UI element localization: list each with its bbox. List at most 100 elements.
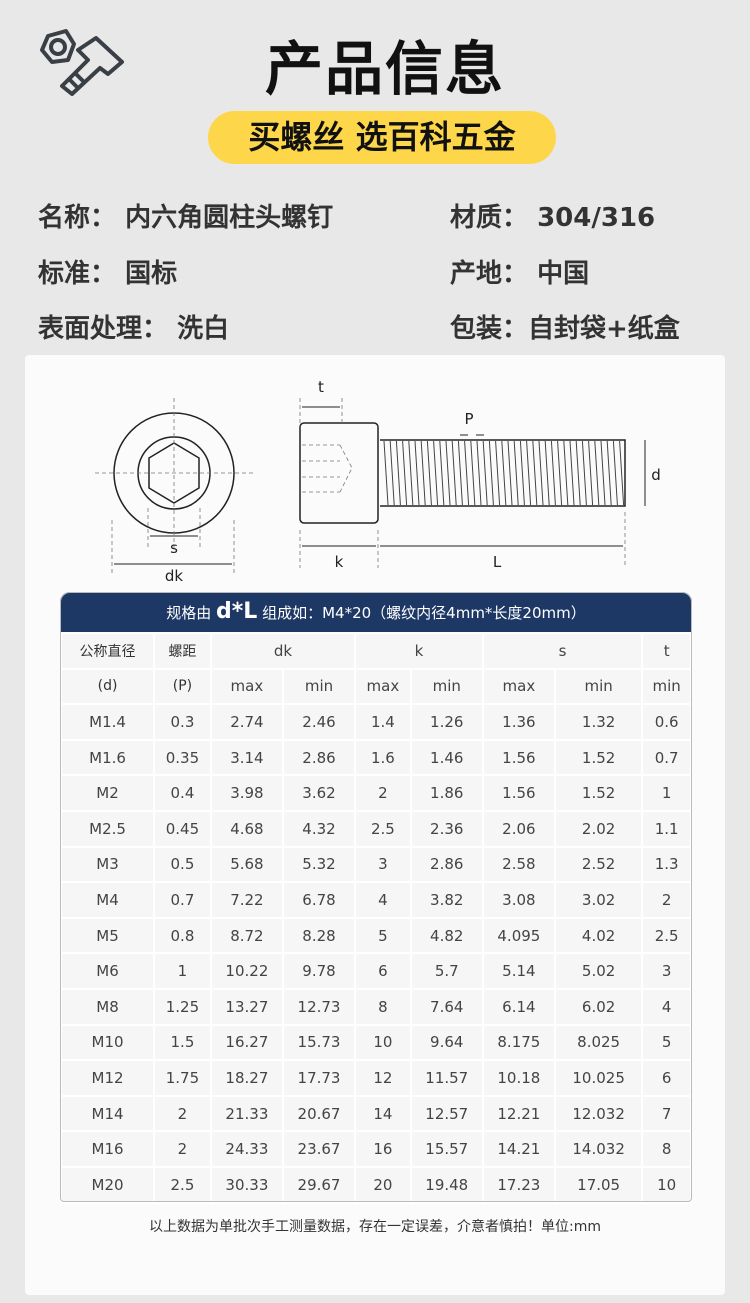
table-cell: 5.14 (481, 952, 556, 990)
subheader-max: max (209, 667, 284, 706)
table-cell: 8.175 (481, 1023, 556, 1062)
table-cell: 0.4 (153, 774, 212, 812)
table-cell: 10.025 (553, 1059, 644, 1097)
info-surface: 表面处理： 洗白 (38, 314, 230, 344)
table-cell: 1.32 (553, 703, 644, 741)
table-cell: 2 (641, 881, 692, 919)
table-cell: 12.032 (553, 1094, 644, 1133)
table-cell: 2.06 (481, 809, 556, 848)
header-nominal-diameter: 公称直径 (59, 632, 156, 670)
table-cell: 21.33 (209, 1094, 284, 1133)
table-cell: M1.4 (59, 703, 156, 741)
table-cell: 23.67 (281, 1130, 357, 1168)
table-cell: 2.58 (481, 845, 556, 884)
table-row: M10 1.5 16.27 15.73 10 9.64 8.175 8.025 5 (59, 1023, 692, 1062)
table-row: M2 0.4 3.98 3.62 2 1.86 1.56 1.52 1 (59, 774, 692, 812)
table-cell: 1.6 (354, 738, 412, 777)
table-cell: 8.72 (209, 916, 284, 955)
table-cell: 5.32 (281, 845, 357, 884)
table-cell: 15.73 (281, 1023, 357, 1062)
header-t: t (641, 632, 692, 670)
table-cell: 12.21 (481, 1094, 556, 1133)
table-cell: 12.57 (409, 1094, 484, 1133)
table-cell: 9.64 (409, 1023, 484, 1062)
table-cell: 24.33 (209, 1130, 284, 1168)
table-cell: 4.095 (481, 916, 556, 955)
label-k: k (335, 553, 344, 571)
table-cell: 1.1 (641, 809, 692, 848)
table-row: M3 0.5 5.68 5.32 3 2.86 2.58 2.52 1.3 (59, 845, 692, 884)
table-cell: 2.86 (409, 845, 484, 884)
table-cell: 3.08 (481, 881, 556, 919)
label-dk: dk (165, 567, 184, 585)
header-k: k (354, 632, 484, 670)
table-cell: 6.02 (553, 987, 644, 1026)
table-row: M6 1 10.22 9.78 6 5.7 5.14 5.02 3 (59, 952, 692, 990)
table-cell: M8 (59, 987, 156, 1026)
info-origin: 产地： 中国 (450, 259, 590, 289)
info-standard: 标准： 国标 (38, 259, 178, 289)
table-cell: 29.67 (281, 1165, 357, 1204)
table-cell: 2 (153, 1130, 212, 1168)
table-row: M16 2 24.33 23.67 16 15.57 14.21 14.032 8 (59, 1130, 692, 1168)
table-row: M1.6 0.35 3.14 2.86 1.6 1.46 1.56 1.52 0.7 (59, 738, 692, 777)
table-cell: 14 (354, 1094, 412, 1133)
table-cell: 1.56 (481, 738, 556, 777)
table-cell: 0.5 (153, 845, 212, 884)
table-cell: 9.78 (281, 952, 357, 990)
table-cell: 2.02 (553, 809, 644, 848)
table-cell: 14.21 (481, 1130, 556, 1168)
table-cell: 1.75 (153, 1059, 212, 1097)
table-cell: M1.6 (59, 738, 156, 777)
table-cell: 0.8 (153, 916, 212, 955)
table-cell: 7.64 (409, 987, 484, 1026)
table-cell: 2.86 (281, 738, 357, 777)
label-L: L (493, 553, 502, 571)
table-cell: 4.68 (209, 809, 284, 848)
table-cell: 1.3 (641, 845, 692, 884)
table-cell: 12.73 (281, 987, 357, 1026)
table-cell: 1.56 (481, 774, 556, 812)
table-cell: 3.98 (209, 774, 284, 812)
table-cell: 1.52 (553, 774, 644, 812)
table-cell: 1.4 (354, 703, 412, 741)
page-title: 产品信息 (264, 35, 505, 103)
table-cell: 15.57 (409, 1130, 484, 1168)
table-cell: 8.28 (281, 916, 357, 955)
table-cell: 5 (641, 1023, 692, 1062)
table-cell: M2 (59, 774, 156, 812)
subheader-max: max (354, 667, 412, 706)
table-cell: 8 (641, 1130, 692, 1168)
table-cell: 5.68 (209, 845, 284, 884)
table-cell: 6 (354, 952, 412, 990)
table-cell: 5.7 (409, 952, 484, 990)
table-row: M4 0.7 7.22 6.78 4 3.82 3.08 3.02 2 (59, 881, 692, 919)
subheader-min: min (553, 667, 644, 706)
table-cell: M10 (59, 1023, 156, 1062)
table-cell: 1.46 (409, 738, 484, 777)
table-cell: 10.18 (481, 1059, 556, 1097)
table-cell: 20.67 (281, 1094, 357, 1133)
table-cell: 6.78 (281, 881, 357, 919)
table-cell: M20 (59, 1165, 156, 1204)
table-cell: 10 (354, 1023, 412, 1062)
table-cell: 2.5 (153, 1165, 212, 1204)
table-cell: 10.22 (209, 952, 284, 990)
table-cell: 3.02 (553, 881, 644, 919)
table-cell: 12 (354, 1059, 412, 1097)
table-cell: 1.26 (409, 703, 484, 741)
table-cell: 0.7 (641, 738, 692, 777)
table-cell: M6 (59, 952, 156, 990)
label-t: t (318, 378, 324, 396)
table-cell: 2.46 (281, 703, 357, 741)
table-cell: 1.25 (153, 987, 212, 1026)
table-cell: 0.3 (153, 703, 212, 741)
table-cell: 7 (641, 1094, 692, 1133)
subheader-min: min (641, 667, 692, 706)
table-cell: 4.32 (281, 809, 357, 848)
table-cell: 14.032 (553, 1130, 644, 1168)
slogan-badge: 买螺丝 选百科五金 (208, 111, 556, 164)
table-cell: 2.36 (409, 809, 484, 848)
table-cell: 10 (641, 1165, 692, 1204)
table-cell: 2 (153, 1094, 212, 1133)
